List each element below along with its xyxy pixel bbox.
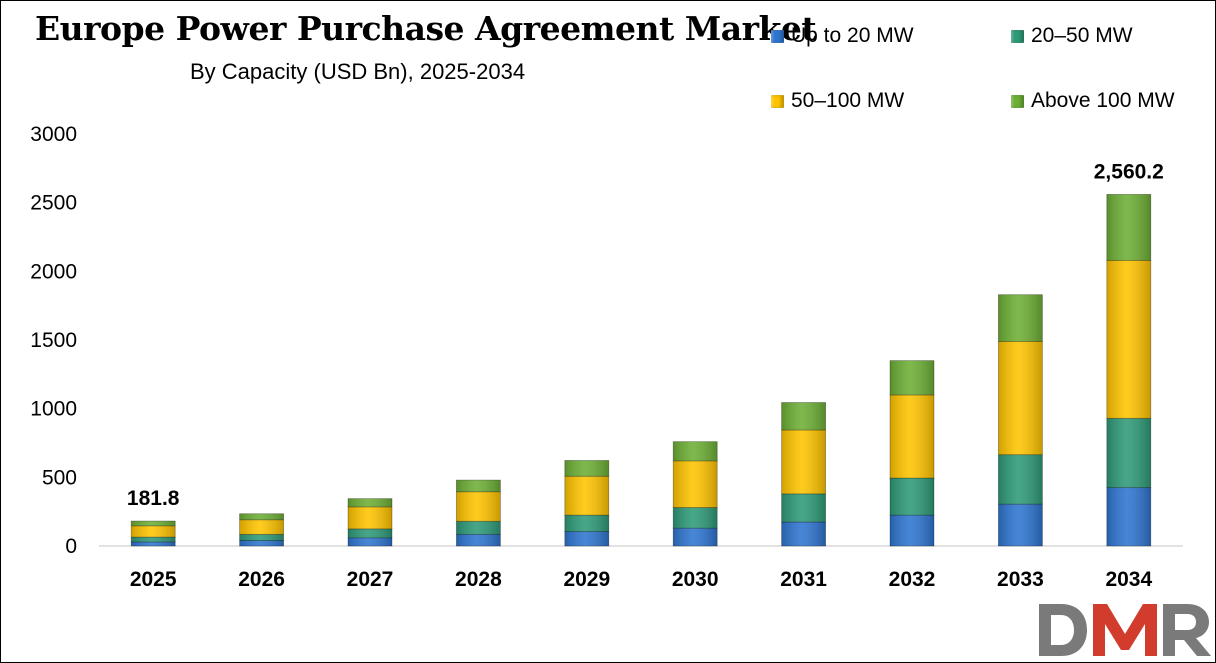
bar-segment	[347, 537, 393, 547]
bar-segment	[889, 394, 935, 479]
bar-segment	[781, 402, 826, 431]
legend-item: Above 100 MW	[1011, 89, 1175, 113]
bar-segment	[889, 360, 935, 396]
data-label: 2,560.2	[1094, 160, 1164, 183]
x-tick-label: 2030	[672, 568, 719, 591]
bar-segment	[998, 454, 1043, 505]
dmr-logo	[1039, 604, 1211, 656]
bar-segment	[239, 533, 285, 541]
y-tick-label: 1000	[30, 398, 77, 421]
bar-segment	[239, 540, 285, 547]
bar-segment	[1106, 487, 1152, 547]
bar-segment	[130, 520, 176, 527]
bar-segment	[239, 519, 285, 535]
bar-segment	[130, 536, 176, 543]
legend-label: Up to 20 MW	[791, 24, 914, 47]
x-tick-label: 2031	[780, 568, 827, 591]
x-tick-label: 2034	[1105, 568, 1152, 591]
bar-segment	[998, 503, 1043, 547]
y-tick-label: 2000	[30, 260, 77, 283]
bar-segment	[1106, 193, 1152, 261]
chart-subtitle: By Capacity (USD Bn), 2025-2034	[190, 59, 526, 84]
bar-segment	[347, 506, 393, 530]
legend-label: 50–100 MW	[791, 89, 905, 112]
legend-item: Up to 20 MW	[771, 24, 914, 48]
legend-item: 50–100 MW	[771, 89, 904, 113]
bar-segment	[998, 294, 1043, 342]
x-tick-label: 2025	[130, 568, 177, 591]
legend-item: 20–50 MW	[1011, 24, 1133, 48]
legend-swatch	[771, 29, 784, 43]
bar-segment	[455, 491, 501, 522]
x-tick-label: 2028	[455, 568, 502, 591]
bar-segment	[781, 429, 826, 495]
bar-segment	[672, 441, 718, 462]
bar-segment	[781, 521, 826, 547]
x-tick-label: 2026	[238, 568, 285, 591]
legend-swatch	[771, 94, 784, 108]
bar-segment	[347, 528, 393, 539]
bar-segment	[347, 498, 393, 508]
x-tick-label: 2032	[889, 568, 936, 591]
bar-segment	[998, 340, 1043, 456]
bar-segment	[455, 520, 501, 535]
bar-segment	[889, 514, 935, 547]
bar-segment	[781, 493, 826, 523]
bar-segment	[672, 460, 718, 508]
legend-label: Above 100 MW	[1031, 89, 1175, 112]
bar-segment	[564, 514, 610, 532]
bar-segment	[564, 475, 610, 516]
chart-title: Europe Power Purchase Agreement Market	[35, 9, 817, 48]
x-tick-label: 2027	[347, 568, 394, 591]
y-tick-label: 1500	[30, 329, 77, 352]
data-label: 181.8	[127, 487, 180, 510]
x-tick-label: 2029	[563, 568, 610, 591]
bar-segment	[1106, 259, 1152, 419]
legend-swatch	[1011, 29, 1024, 43]
labels: 2025 2026 2027 2028 2029 2030 2031 2032 2033 2034…	[127, 160, 1164, 591]
y-tick-label: 3000	[30, 123, 77, 146]
bar-segment	[1106, 417, 1152, 489]
bar-segment	[889, 477, 935, 516]
bar-segment	[564, 531, 610, 547]
bar-segment	[455, 533, 501, 547]
bar-segment	[672, 507, 718, 529]
y-tick-label: 2500	[30, 192, 77, 215]
bar-segment	[672, 527, 718, 547]
x-tick-label: 2033	[997, 568, 1044, 591]
legend-swatch	[1011, 94, 1024, 108]
y-tick-label: 0	[65, 535, 77, 558]
bar-segment	[239, 513, 285, 521]
y-tick-label: 500	[42, 466, 77, 489]
bar-segment	[130, 525, 176, 538]
bars	[130, 193, 1152, 547]
bar-segment	[564, 460, 610, 477]
legend-label: 20–50 MW	[1031, 24, 1133, 47]
bar-segment	[130, 541, 176, 547]
bar-segment	[455, 479, 501, 493]
